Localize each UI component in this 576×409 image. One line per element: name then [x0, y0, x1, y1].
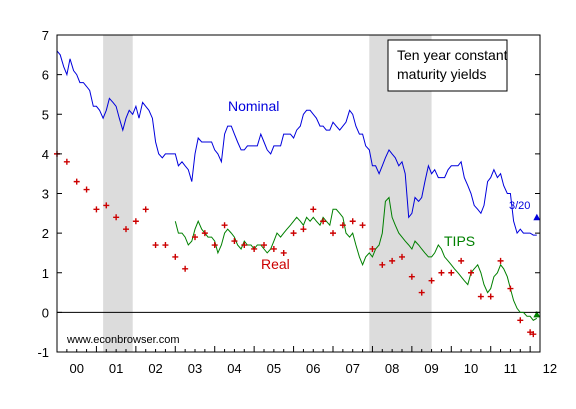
x-tick-label: 07	[345, 361, 359, 376]
real-point	[369, 245, 376, 252]
y-tick-label: 0	[42, 305, 49, 320]
real-point	[211, 242, 218, 249]
real-point	[93, 206, 100, 213]
real-point	[448, 269, 455, 276]
real-point	[261, 242, 267, 249]
y-tick-label: 7	[42, 28, 49, 43]
real-point	[103, 202, 110, 209]
real-point	[408, 273, 415, 280]
chart-title-line-1: Ten year constant	[397, 47, 508, 63]
real-point	[221, 222, 228, 229]
real-point	[418, 289, 425, 296]
chart-title-line-2: maturity yields	[397, 66, 486, 82]
nominal-series	[56, 50, 537, 236]
x-tick-label: 04	[227, 361, 241, 376]
real-point	[142, 206, 149, 213]
nominal-line	[56, 50, 537, 236]
real-point	[330, 230, 336, 237]
x-tick-label: 10	[464, 361, 478, 376]
x-tick-label: 02	[148, 361, 162, 376]
recession-shading	[103, 35, 432, 352]
real-point	[251, 245, 258, 252]
tips-series	[174, 196, 538, 321]
real-point	[320, 218, 327, 225]
y-tick-label: 6	[42, 68, 49, 83]
x-tick-label: 09	[424, 361, 438, 376]
real-point	[270, 245, 277, 252]
end-markers	[533, 213, 541, 318]
tips-end-marker	[533, 310, 541, 318]
real-point	[477, 293, 484, 300]
real-point	[310, 206, 317, 213]
real-point	[458, 257, 465, 264]
nominal-end-marker	[533, 213, 541, 221]
y-axis: -1 0 1 2 3 4 5 6 7	[37, 28, 540, 360]
real-point	[83, 186, 90, 193]
y-tick-label: 4	[42, 147, 49, 162]
source-label: www.econbrowser.com	[66, 334, 180, 346]
real-point	[241, 242, 248, 249]
tips-line	[174, 196, 538, 321]
real-point	[290, 230, 297, 237]
real-label: Real	[261, 256, 290, 272]
x-axis: 00 01 02 03 04 05 06 07 08 09 10 11 12	[56, 346, 557, 376]
real-point	[182, 265, 189, 272]
real-point	[300, 226, 307, 233]
real-point	[152, 242, 159, 249]
x-tick-label: 11	[504, 361, 518, 376]
y-tick-label: 2	[42, 226, 49, 241]
real-point	[192, 234, 198, 241]
y-tick-label: 1	[42, 266, 49, 281]
y-tick-label: -1	[37, 345, 49, 360]
x-tick-label: 03	[188, 361, 202, 376]
real-point	[487, 293, 494, 300]
latest-date-label: 3/20	[509, 200, 530, 212]
x-tick-label: 08	[385, 361, 399, 376]
real-point	[201, 230, 208, 237]
real-point	[231, 238, 238, 245]
nominal-label: Nominal	[228, 98, 279, 114]
real-point	[527, 329, 534, 336]
real-point	[468, 269, 474, 276]
real-point	[507, 285, 514, 292]
real-point	[389, 257, 396, 264]
real-point	[162, 242, 169, 249]
real-end-point	[530, 331, 537, 338]
x-tick-label: 05	[267, 361, 281, 376]
real-point	[399, 253, 405, 260]
x-tick-label: 12	[543, 361, 557, 376]
y-tick-label: 5	[42, 107, 49, 122]
real-point	[113, 214, 120, 221]
real-point	[123, 226, 129, 233]
x-tick-label: 01	[109, 361, 123, 376]
real-point	[359, 222, 366, 229]
real-point	[63, 158, 70, 165]
real-point	[339, 222, 346, 229]
real-point	[132, 218, 139, 225]
recession-band-0	[103, 35, 133, 352]
y-tick-label: 3	[42, 187, 49, 202]
real-point	[280, 249, 287, 256]
real-point	[517, 317, 524, 324]
legend-box: Ten year constant maturity yields	[387, 39, 508, 92]
real-point	[172, 253, 179, 260]
x-tick-label: 06	[306, 361, 320, 376]
x-tick-label: 00	[69, 361, 83, 376]
real-series	[54, 150, 537, 338]
real-point	[379, 261, 386, 268]
tips-label: TIPS	[444, 233, 475, 249]
real-point	[349, 218, 356, 225]
real-point	[73, 178, 80, 185]
real-point	[428, 277, 435, 284]
real-point	[438, 269, 445, 276]
real-point	[497, 257, 504, 264]
